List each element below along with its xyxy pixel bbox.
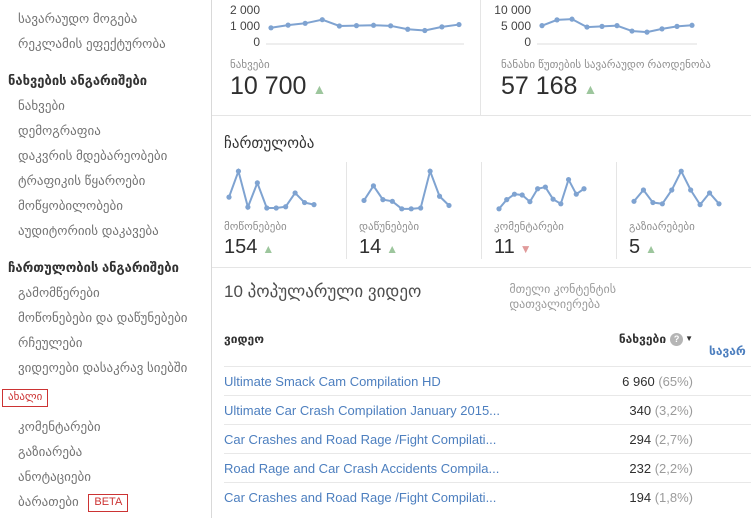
engagement-cards: მოწონებები 154 ▲ დაწუნებები 14 ▲ კომენტარე… bbox=[212, 162, 751, 259]
sidebar-item-likes-dislikes[interactable]: მოწონებები და დაწუნებები bbox=[18, 310, 188, 325]
video-title-link[interactable]: Car Crashes and Road Rage /Fight Compila… bbox=[224, 431, 497, 447]
videos-table: ვიდეო ნახვები? ▼ სავარ Ultimate Smack Cam… bbox=[224, 326, 751, 511]
engagement-card-label: გაზიარებები bbox=[629, 221, 695, 233]
video-title-link[interactable]: Car Crashes and Road Rage /Fight Compila… bbox=[224, 489, 497, 505]
videos-table-body: Ultimate Smack Cam Compilation HD 6 960 … bbox=[224, 366, 751, 511]
engagement-sparkline bbox=[631, 168, 722, 208]
sidebar-header-views-reports: ნახვების ანგარიშები bbox=[8, 73, 148, 88]
views-overview-panel: 2 000 1 000 0 ნახვები 10 700 ▲ bbox=[212, 0, 480, 115]
engagement-card-value: 14 ▲ bbox=[359, 236, 399, 258]
sidebar: სავარაუდო მოგება რეკლამის ეფექტურობა ნახ… bbox=[0, 0, 212, 518]
sidebar-item-ad-performance[interactable]: რეკლამის ეფექტურობა bbox=[18, 36, 166, 51]
popular-videos-section: 10 პოპულარული ვიდეო მთელი კონტენტის დათვ… bbox=[212, 268, 751, 511]
engagement-card[interactable]: დაწუნებები 14 ▲ bbox=[346, 162, 481, 259]
watchtime-trend-icon: ▲ bbox=[583, 81, 598, 97]
sidebar-item-annotations[interactable]: ანოტაციები bbox=[18, 469, 91, 484]
table-row: Road Rage and Car Crash Accidents Compil… bbox=[224, 453, 751, 482]
sidebar-item-views[interactable]: ნახვები bbox=[18, 98, 65, 113]
help-icon[interactable]: ? bbox=[670, 333, 684, 346]
engagement-card[interactable]: გაზიარებები 5 ▲ bbox=[616, 162, 751, 259]
column-video: ვიდეო bbox=[224, 332, 264, 346]
watchtime-metric-value: 57 168 ▲ bbox=[501, 72, 598, 100]
sidebar-item-traffic-sources[interactable]: ტრაფიკის წყაროები bbox=[18, 173, 146, 188]
sidebar-item-favorites[interactable]: რჩეულები bbox=[18, 335, 83, 350]
table-row: Ultimate Car Crash Compilation January 2… bbox=[224, 395, 751, 424]
video-views-cell: 194 (1,8%) bbox=[629, 489, 693, 505]
engagement-card-label: დაწუნებები bbox=[359, 221, 420, 233]
engagement-card-value: 154 ▲ bbox=[224, 236, 275, 258]
watchtime-overview-panel: 10 000 5 000 0 ნანახი წუთების სავარაუდო … bbox=[480, 0, 751, 115]
views-line-chart bbox=[266, 17, 464, 45]
overview-section: 2 000 1 000 0 ნახვები 10 700 ▲ 10 000 5 0… bbox=[212, 0, 751, 116]
new-badge: ახალი bbox=[2, 389, 49, 407]
video-title-link[interactable]: Road Rage and Car Crash Accidents Compil… bbox=[224, 460, 500, 476]
views-trend-icon: ▲ bbox=[312, 81, 327, 97]
sidebar-item-cards[interactable]: ბარათები BETA bbox=[0, 489, 211, 517]
engagement-title: ჩართულობა bbox=[224, 135, 315, 152]
sort-dropdown-icon[interactable]: ▼ bbox=[685, 334, 693, 343]
column-estimated: სავარ bbox=[693, 332, 751, 358]
engagement-card-label: მოწონებები bbox=[224, 221, 287, 233]
sidebar-item-demographics[interactable]: დემოგრაფია bbox=[18, 123, 101, 138]
video-title-link[interactable]: Ultimate Car Crash Compilation January 2… bbox=[224, 402, 501, 418]
videos-table-header: ვიდეო ნახვები? ▼ სავარ bbox=[224, 326, 751, 366]
table-row: Car Crashes and Road Rage /Fight Compila… bbox=[224, 482, 751, 511]
engagement-card-value: 5 ▲ bbox=[629, 236, 658, 258]
engagement-sparkline bbox=[361, 167, 452, 212]
engagement-trend-icon: ▲ bbox=[262, 242, 275, 256]
estimated-column-link[interactable]: სავარ bbox=[709, 344, 746, 358]
sidebar-header-engagement-reports: ჩართულობის ანგარიშები bbox=[8, 260, 179, 275]
engagement-card-label: კომენტარები bbox=[494, 221, 564, 233]
popular-videos-title: 10 პოპულარული ვიდეო bbox=[224, 282, 422, 301]
video-views-cell: 294 (2,7%) bbox=[629, 431, 693, 447]
sidebar-item-sharing[interactable]: გაზიარება bbox=[18, 444, 83, 459]
engagement-card[interactable]: კომენტარები 11 ▼ bbox=[481, 162, 616, 259]
engagement-trend-icon: ▲ bbox=[645, 242, 658, 256]
beta-badge: BETA bbox=[88, 494, 129, 512]
watchtime-line-chart bbox=[537, 16, 697, 45]
views-metric-value: 10 700 ▲ bbox=[230, 72, 327, 100]
table-row: Ultimate Smack Cam Compilation HD 6 960 … bbox=[224, 366, 751, 395]
video-views-cell: 340 (3,2%) bbox=[629, 402, 693, 418]
new-badge-row: ახალი bbox=[2, 387, 211, 407]
watchtime-metric-label: ნანახი წუთების სავარაუდო რაოდენობა bbox=[501, 59, 711, 71]
sidebar-item-playback-locations[interactable]: დაკვრის მდებარეობები bbox=[18, 148, 168, 163]
engagement-trend-icon: ▼ bbox=[519, 242, 532, 256]
sidebar-item-audience-retention[interactable]: აუდიტორიის დაკავება bbox=[18, 223, 159, 238]
views-metric-label: ნახვები bbox=[230, 59, 270, 71]
engagement-card[interactable]: მოწონებები 154 ▲ bbox=[212, 162, 346, 259]
sidebar-item-devices[interactable]: მოწყობილობები bbox=[18, 198, 123, 213]
video-views-cell: 6 960 (65%) bbox=[622, 373, 693, 389]
engagement-card-value: 11 ▼ bbox=[494, 236, 532, 258]
main-content: 2 000 1 000 0 ნახვები 10 700 ▲ 10 000 5 0… bbox=[212, 0, 751, 518]
sidebar-item-comments[interactable]: კომენტარები bbox=[18, 419, 101, 434]
table-row: Car Crashes and Road Rage /Fight Compila… bbox=[224, 424, 751, 453]
views-chart-y-axis: 2 000 1 000 0 bbox=[229, 3, 260, 49]
sidebar-item-subscribers[interactable]: გამომწერები bbox=[18, 285, 100, 300]
video-views-cell: 232 (2,2%) bbox=[629, 460, 693, 476]
watchtime-chart-y-axis: 10 000 5 000 0 bbox=[494, 3, 531, 49]
sidebar-item-videos-in-playlists[interactable]: ვიდეოები დასაკრავ სიებში bbox=[18, 360, 188, 375]
column-views[interactable]: ნახვები? ▼ bbox=[618, 332, 693, 346]
engagement-sparkline bbox=[496, 176, 587, 212]
browse-all-content-link[interactable]: მთელი კონტენტის დათვალიერება bbox=[509, 282, 616, 311]
engagement-trend-icon: ▲ bbox=[386, 242, 399, 256]
engagement-section: ჩართულობა მოწონებები 154 ▲ დაწუნებები 14 ▲… bbox=[212, 116, 751, 268]
engagement-sparkline bbox=[226, 167, 317, 211]
video-title-link[interactable]: Ultimate Smack Cam Compilation HD bbox=[224, 373, 441, 389]
sidebar-item-cards-label: ბარათები bbox=[18, 494, 79, 509]
sidebar-item-estimated-earnings[interactable]: სავარაუდო მოგება bbox=[18, 11, 138, 26]
